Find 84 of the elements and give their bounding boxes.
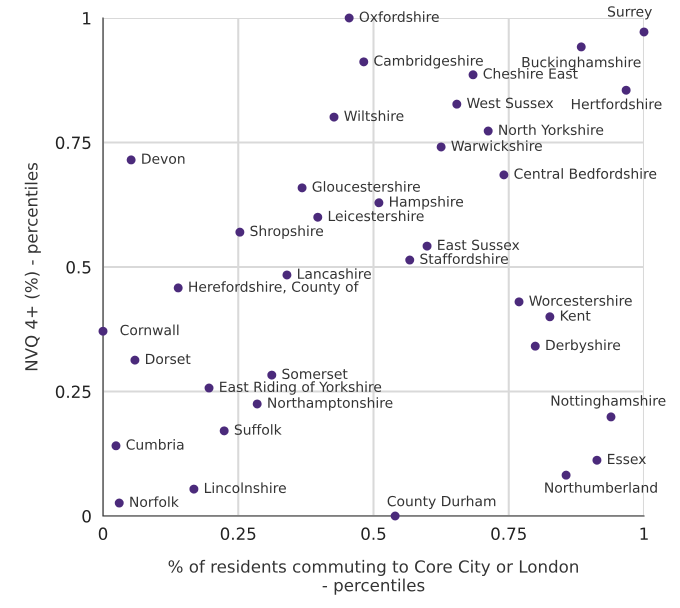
annotation: Northumberland: [545, 482, 657, 493]
annotation: Cornwall: [120, 324, 178, 336]
point: [282, 270, 292, 280]
point: [111, 441, 120, 450]
point: [344, 14, 354, 22]
x-tick-label: 0.5: [361, 527, 386, 540]
annotation: Nottinghamshire: [552, 395, 666, 409]
point: [174, 283, 183, 292]
point: [220, 426, 229, 436]
point: [592, 456, 602, 465]
point: [576, 42, 586, 52]
y-tick-label: 1: [83, 12, 90, 24]
point: [514, 297, 524, 306]
x-tick-label: 0.25: [220, 527, 256, 540]
point: [298, 183, 307, 192]
annotation: Shropshire: [250, 225, 324, 239]
annotation: Kent: [560, 310, 590, 321]
y-axis-title: NVQ 4+ (%) - percentiles: [24, 163, 41, 370]
annotation: Norfolk: [130, 496, 179, 508]
annotation: North Yorkshire: [499, 124, 604, 136]
annotation: Suffolk: [234, 424, 282, 435]
point: [130, 356, 140, 365]
annotation: Staffordshire: [420, 253, 508, 264]
annotation: Lincolnshire: [204, 482, 286, 494]
annotation: Devon: [142, 154, 184, 164]
annotation: Hampshire: [390, 196, 464, 210]
y-tick-label: 0.25: [56, 385, 90, 398]
y-tick-label: 0: [82, 510, 91, 523]
annotation: Surrey: [608, 6, 652, 20]
point: [189, 484, 198, 494]
annotation: Derbyshire: [546, 339, 620, 353]
annotation: Lancashire: [298, 268, 371, 279]
annotation: Somerset: [282, 368, 348, 380]
point: [390, 512, 400, 520]
point: [640, 27, 648, 36]
point: [204, 384, 214, 393]
annotation: County Durham: [388, 496, 496, 510]
annotation: Worcestershire: [529, 295, 632, 306]
annotation: Hertfordshire: [572, 98, 662, 110]
annotation: Northamptonshire: [268, 397, 392, 411]
annotation: Gloucestershire: [312, 181, 420, 192]
x-tick-label: 0: [98, 527, 108, 540]
annotation: Oxfordshire: [360, 11, 439, 22]
point: [484, 126, 493, 136]
annotation: Dorset: [146, 354, 190, 364]
y-tick-label: 0.5: [66, 260, 90, 274]
annotation: East Riding of Yorkshire: [220, 381, 382, 395]
x-tick-label: 0.75: [491, 527, 526, 540]
point: [267, 370, 276, 380]
annotation: Cumbria: [126, 439, 184, 450]
point: [452, 100, 462, 109]
annotation: Buckinghamshire: [522, 56, 641, 70]
point: [359, 57, 368, 66]
point: [330, 112, 339, 122]
point: [313, 212, 322, 222]
point: [499, 170, 508, 180]
point: [252, 399, 262, 408]
point: [436, 142, 446, 152]
point: [374, 198, 384, 208]
point: [114, 498, 124, 508]
annotation: Herefordshire, County of: [189, 281, 359, 295]
point: [606, 412, 616, 422]
annotation: Leicestershire: [328, 210, 424, 222]
point: [562, 470, 571, 480]
point: [98, 326, 108, 336]
point: [468, 70, 478, 80]
x-axis-title: % of residents commuting to Core City or London - percentiles: [168, 560, 578, 595]
y-tick-label: 0.75: [56, 136, 90, 150]
annotation: Central Bedfordshire: [514, 168, 656, 179]
annotation: East Sussex: [438, 240, 520, 250]
x-tick-label: 1: [640, 528, 648, 540]
point: [622, 86, 631, 95]
annotation: Essex: [608, 454, 646, 464]
point: [422, 242, 432, 251]
annotation: West Sussex: [467, 98, 554, 108]
point: [235, 228, 244, 237]
point: [530, 342, 540, 351]
point: [545, 312, 554, 322]
annotation: Cheshire East: [484, 68, 578, 79]
point: [126, 155, 136, 164]
annotation: Cambridgeshire: [374, 55, 483, 69]
annotation: Warwickshire: [451, 140, 542, 152]
annotation: Wiltshire: [344, 110, 404, 122]
point: [405, 256, 414, 265]
